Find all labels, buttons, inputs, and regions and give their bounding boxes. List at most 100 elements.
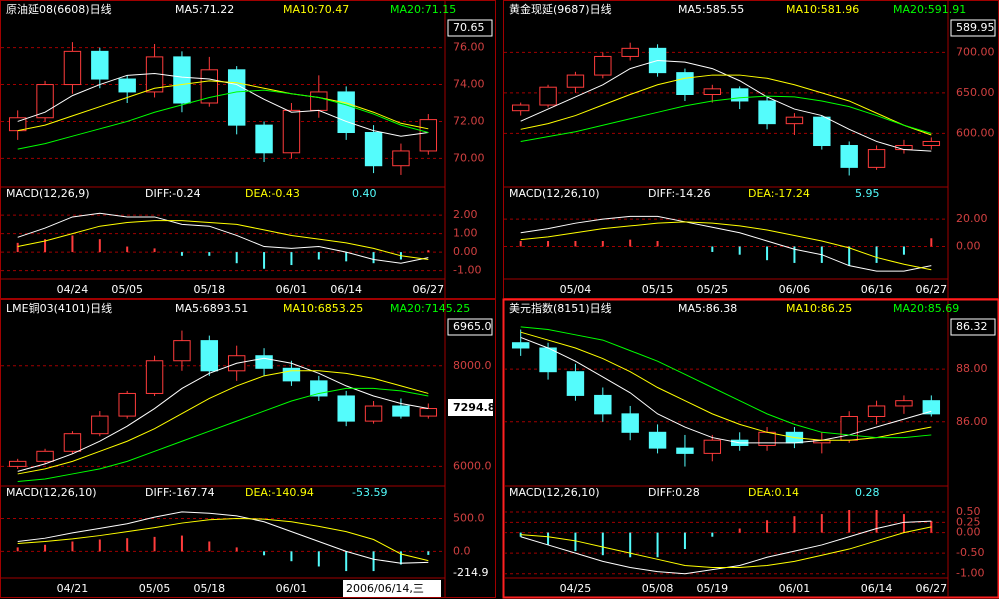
candle-body xyxy=(364,132,383,167)
y-tick-label: 0.0 xyxy=(453,544,471,557)
y-tick-label: 70.00 xyxy=(453,151,485,164)
macd-legend: DEA:-17.24 xyxy=(748,187,810,200)
candle-body xyxy=(566,371,585,396)
candle-body xyxy=(895,400,913,407)
macd-line xyxy=(520,526,932,569)
x-tick-label: 04/25 xyxy=(560,582,592,595)
y-tick-label: -1.00 xyxy=(956,567,984,580)
macd-legend: DIFF:-167.74 xyxy=(145,486,215,499)
ma-line xyxy=(17,80,429,132)
candle-body xyxy=(840,145,858,168)
macd-label: MACD(12,26,10) xyxy=(6,486,97,499)
macd-label: MACD(12,26,10) xyxy=(509,486,600,499)
legend-entry: MA10:581.96 xyxy=(786,3,859,16)
x-tick-label: 06/27 xyxy=(915,283,947,296)
y-tick-label: 74.00 xyxy=(453,78,485,91)
macd-legend: DEA:-140.94 xyxy=(245,486,314,499)
price-box xyxy=(447,318,493,336)
x-tick-label: 06/01 xyxy=(276,283,308,296)
candle-body xyxy=(255,124,273,154)
macd-line xyxy=(17,212,429,264)
candle-body xyxy=(36,450,54,462)
legend-entry: MA10:70.47 xyxy=(283,3,349,16)
cursor-price: 7294.8 xyxy=(453,401,495,414)
macd-hist-label: 0.28 xyxy=(855,486,880,499)
y-tick-label: 20.00 xyxy=(956,212,988,225)
candle-body xyxy=(419,408,438,417)
panel-title: 黄金现延(9687)日线 xyxy=(509,2,612,16)
ma-line xyxy=(520,95,932,142)
x-tick-label: 05/08 xyxy=(642,582,674,595)
candle-body xyxy=(200,69,219,104)
cursor-price-box xyxy=(448,399,493,416)
price-box xyxy=(950,19,996,37)
candle-body xyxy=(337,91,355,134)
candle-body xyxy=(594,394,612,415)
x-tick-label: 06/14 xyxy=(330,283,362,296)
candle-body xyxy=(594,55,612,76)
legend-entry: MA20:85.69 xyxy=(893,302,959,315)
candle-body xyxy=(173,340,191,362)
macd-line xyxy=(520,221,932,271)
ma-line xyxy=(520,336,932,444)
macd-line xyxy=(520,215,932,272)
candle-body xyxy=(922,400,941,415)
macd-label: MACD(12,26,9) xyxy=(6,187,90,200)
candle-body xyxy=(703,439,722,454)
candle-body xyxy=(8,460,27,467)
y-tick-label: 86.00 xyxy=(956,415,988,428)
candle-body xyxy=(310,91,328,111)
y-tick-label: 6000.0 xyxy=(453,459,492,472)
candle-body xyxy=(255,355,273,369)
macd-line xyxy=(17,517,429,562)
x-tick-label: 06/14 xyxy=(861,582,893,595)
macd-hist-label: 0.40 xyxy=(352,187,377,200)
x-tick-label: 04/24 xyxy=(57,283,89,296)
candle-body xyxy=(63,433,82,452)
y-tick-label: 0.00 xyxy=(956,526,981,539)
macd-line xyxy=(17,511,429,564)
y-tick-label: -1.00 xyxy=(453,264,481,277)
cursor-macd: -214.9 xyxy=(453,566,488,579)
candle-body xyxy=(676,447,694,454)
price-box xyxy=(447,19,493,37)
candle-body xyxy=(539,86,557,106)
candle-body xyxy=(392,150,410,167)
x-tick-label: 05/18 xyxy=(193,582,225,595)
x-tick-label: 05/05 xyxy=(139,582,171,595)
x-tick-label: 05/25 xyxy=(696,283,728,296)
y-tick-label: 0.25 xyxy=(956,515,981,528)
x-tick-label: 05/15 xyxy=(642,283,674,296)
candle-body xyxy=(200,340,219,372)
candle-body xyxy=(621,413,639,433)
y-tick-label: 2.00 xyxy=(453,208,478,221)
x-tick-label: 05/19 xyxy=(696,582,728,595)
y-tick-label: 72.00 xyxy=(453,114,485,127)
x-tick-label: 06/01 xyxy=(276,582,308,595)
y-tick-label: 500.0 xyxy=(453,511,485,524)
macd-line xyxy=(17,220,429,260)
price-box-label: 86.32 xyxy=(956,320,988,333)
y-tick-label: 1.00 xyxy=(453,227,478,240)
legend-entry: MA20:7145.25 xyxy=(390,302,470,315)
price-box-label: 70.65 xyxy=(453,21,485,34)
ma-line xyxy=(520,331,932,441)
y-tick-label: 0.00 xyxy=(453,245,478,258)
x-tick-label: 06/16 xyxy=(861,283,893,296)
candle-body xyxy=(621,47,639,57)
candle-body xyxy=(539,347,557,373)
macd-legend: DIFF:0.28 xyxy=(648,486,700,499)
macd-legend: DEA:0.14 xyxy=(748,486,799,499)
candle-body xyxy=(758,100,776,125)
candle-body xyxy=(648,431,667,449)
candle-body xyxy=(282,109,301,154)
candle-body xyxy=(91,50,109,80)
candle-body xyxy=(511,342,530,349)
candle-body xyxy=(840,415,858,441)
x-tick-label: 06/27 xyxy=(412,283,444,296)
x-tick-label: 05/18 xyxy=(193,283,225,296)
y-tick-label: 0.50 xyxy=(956,505,981,518)
candle-body xyxy=(813,116,831,147)
ma-line xyxy=(520,74,932,136)
y-tick-label: 0.00 xyxy=(956,239,981,252)
